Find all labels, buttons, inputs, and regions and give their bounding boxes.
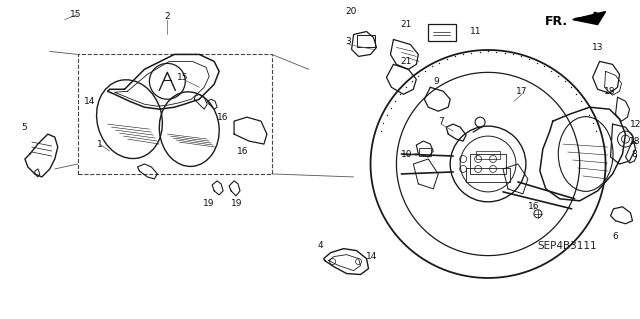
Text: 16: 16 [218,113,229,122]
Text: 1: 1 [97,139,102,149]
Text: 21: 21 [401,57,412,66]
Polygon shape [573,11,605,25]
Text: 12: 12 [630,120,640,129]
Bar [77,55,272,174]
Text: 5: 5 [21,122,27,132]
Text: FR.: FR. [545,15,568,28]
Text: 16: 16 [237,146,249,156]
Text: 3: 3 [346,37,351,46]
Text: SEP4B3111: SEP4B3111 [538,241,598,251]
Text: 15: 15 [70,10,81,19]
Text: 19: 19 [231,199,243,208]
Text: 14: 14 [366,252,377,261]
Text: 18: 18 [628,137,640,145]
Text: 14: 14 [84,97,95,106]
Text: 6: 6 [612,232,618,241]
Text: 16: 16 [528,202,540,211]
Text: 7: 7 [438,117,444,126]
Text: 13: 13 [592,43,604,52]
Bar [466,168,510,182]
Text: 20: 20 [345,7,356,16]
Text: 4: 4 [318,241,324,250]
Bar [470,154,506,174]
Text: 19: 19 [204,199,215,208]
Bar [419,148,431,156]
Text: 15: 15 [177,73,188,82]
Text: 17: 17 [516,87,527,96]
Text: 10: 10 [401,150,412,159]
Text: 9: 9 [433,77,439,86]
Text: 18: 18 [604,87,615,96]
Bar [428,24,456,41]
Text: 11: 11 [470,27,482,36]
Text: 8: 8 [632,150,637,159]
Bar [356,35,374,48]
Bar [476,151,500,159]
Text: 21: 21 [401,20,412,29]
Text: 2: 2 [164,12,170,21]
